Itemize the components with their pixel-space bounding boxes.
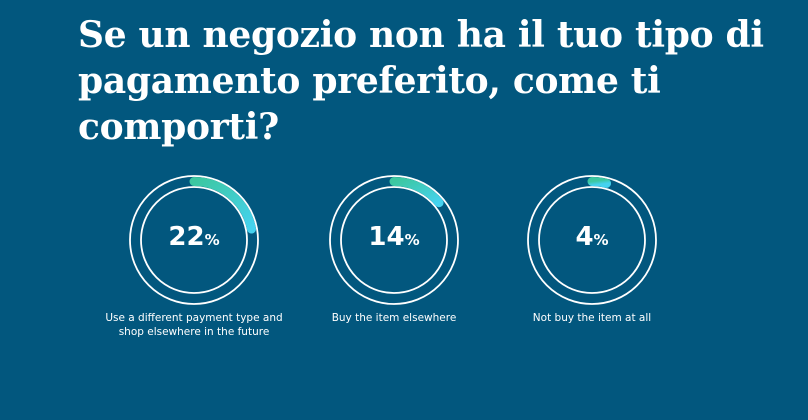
stat-item-different-payment: 22% Use a different payment type and sho… (84, 173, 304, 339)
stat-label: Not buy the item at all (532, 312, 652, 324)
outer-ring (329, 175, 459, 305)
chart-title: Se un negozio non ha il tuo tipo di paga… (78, 14, 764, 148)
progress-ring (527, 175, 657, 305)
value-arc (189, 177, 256, 234)
outer-ring (129, 175, 259, 305)
progress-ring (129, 175, 259, 305)
percentage-number: 22 (168, 222, 205, 252)
stat-item-buy-elsewhere: 14% Buy the item elsewhere (284, 173, 504, 325)
progress-ring (329, 175, 459, 305)
percentage-unit: % (404, 231, 420, 249)
inner-ring (340, 186, 448, 294)
stat-label: Buy the item elsewhere (331, 312, 457, 324)
stat-item-not-buy: 4% Not buy the item at all (482, 173, 702, 325)
stat-label: Use a different payment type and shop el… (105, 312, 283, 338)
inner-ring (140, 186, 248, 294)
outer-ring (527, 175, 657, 305)
percentage-number: 14 (368, 222, 405, 252)
value-arc (389, 177, 444, 208)
percentage-number: 4 (575, 222, 594, 252)
percentage-unit: % (204, 231, 220, 249)
percentage-value: 14% (284, 217, 504, 260)
value-arc (587, 177, 612, 188)
inner-ring (538, 186, 646, 294)
percentage-unit: % (593, 231, 609, 249)
percentage-value: 4% (482, 217, 702, 260)
percentage-value: 22% (84, 217, 304, 260)
